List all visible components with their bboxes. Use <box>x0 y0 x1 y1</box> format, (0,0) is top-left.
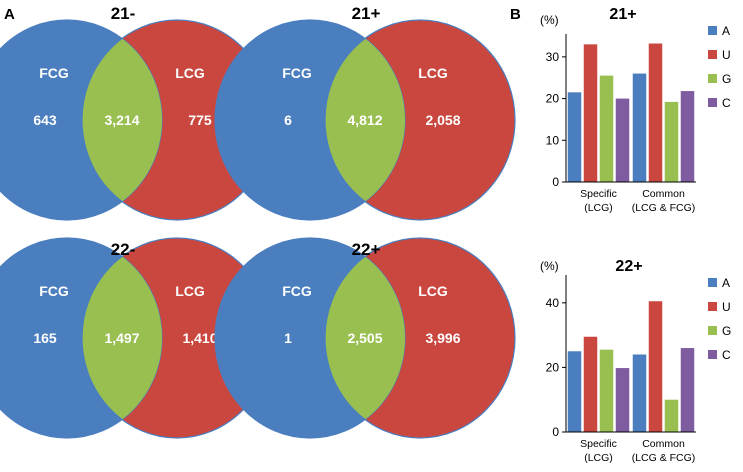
legend-label: G <box>722 72 731 86</box>
venn-title: 22+ <box>352 240 381 259</box>
lcg-label: LCG <box>175 65 205 81</box>
legend-swatch <box>708 350 717 359</box>
venn-diagram: 21+ FCG LCG 6 4,812 2,058 <box>214 4 516 221</box>
lcg-only-count: 3,996 <box>425 330 460 346</box>
lcg-label: LCG <box>418 283 448 299</box>
overlap-count: 2,505 <box>347 330 382 346</box>
overlap-region <box>81 20 162 220</box>
bar <box>599 349 614 432</box>
y-axis-label: (%) <box>540 259 559 273</box>
lcg-label: LCG <box>175 283 205 299</box>
legend-swatch <box>708 74 717 83</box>
bar <box>632 354 647 432</box>
legend-label: G <box>722 324 731 338</box>
y-tick-label: 0 <box>552 175 559 189</box>
venn-title: 21- <box>111 4 136 23</box>
bar <box>615 368 630 432</box>
panel-letter-a: A <box>4 6 15 23</box>
category-label: (LCG) <box>584 452 613 464</box>
fcg-label: FCG <box>39 65 69 81</box>
fcg-label: FCG <box>282 283 312 299</box>
fcg-only-count: 165 <box>33 330 57 346</box>
category-label: (LCG & FCG) <box>632 202 696 214</box>
bar <box>567 351 582 432</box>
y-tick-label: 0 <box>552 425 559 439</box>
legend-swatch <box>708 326 717 335</box>
legend-swatch <box>708 50 717 59</box>
overlap-count: 4,812 <box>347 112 382 128</box>
lcg-only-count: 2,058 <box>425 112 460 128</box>
venn-title: 22- <box>111 240 136 259</box>
bar-chart: 22+ (%) 0 20 40 Specific (LCG) Common (LCG & FCG… <box>540 258 731 464</box>
chart-title: 22+ <box>615 258 642 275</box>
lcg-only-count: 775 <box>188 112 212 128</box>
legend-label: A <box>722 24 730 38</box>
legend-label: U <box>722 300 731 314</box>
legend-label: C <box>722 96 731 110</box>
y-tick-label: 20 <box>546 360 560 374</box>
legend-swatch <box>708 98 717 107</box>
y-tick-label: 40 <box>546 296 560 310</box>
category-label: (LCG & FCG) <box>632 452 696 464</box>
chart-title: 21+ <box>609 6 636 23</box>
category-label: Common <box>642 438 685 450</box>
bar-charts: 21+ (%) 0 10 20 30 Specific (LCG) Common (LCG & F… <box>540 6 731 464</box>
lcg-only-count: 1,410 <box>182 330 217 346</box>
overlap-count: 1,497 <box>104 330 139 346</box>
bar <box>583 44 598 182</box>
overlap-count: 3,214 <box>104 112 139 128</box>
venn-diagram: 22+ FCG LCG 1 2,505 3,996 <box>214 237 516 439</box>
overlap-region <box>81 238 162 438</box>
category-label: (LCG) <box>584 202 613 214</box>
venn-title: 21+ <box>352 4 381 23</box>
panel-letter-b: B <box>510 6 521 23</box>
venn-diagrams: 21- FCG LCG 643 3,214 775 21+ FCG LCG 6 4,812 2,058… <box>0 4 516 439</box>
fcg-only-count: 643 <box>33 112 57 128</box>
legend-label: A <box>722 276 730 290</box>
bar <box>599 75 614 182</box>
bar <box>615 98 630 182</box>
bar <box>664 399 679 432</box>
bar <box>664 101 679 182</box>
fcg-only-count: 1 <box>284 330 292 346</box>
bar <box>648 301 663 432</box>
y-tick-label: 10 <box>546 133 560 147</box>
bar-chart: 21+ (%) 0 10 20 30 Specific (LCG) Common (LCG & F… <box>540 6 731 214</box>
legend-swatch <box>708 302 717 311</box>
bar <box>567 92 582 182</box>
fcg-label: FCG <box>282 65 312 81</box>
overlap-region <box>324 238 405 438</box>
legend-swatch <box>708 26 717 35</box>
bar <box>680 348 695 432</box>
legend-swatch <box>708 278 717 287</box>
category-label: Common <box>642 188 685 200</box>
venn-diagram: 21- FCG LCG 643 3,214 775 <box>0 4 273 221</box>
y-tick-label: 20 <box>546 92 560 106</box>
legend-label: C <box>722 348 731 362</box>
bar <box>648 43 663 182</box>
venn-diagram: 22- FCG LCG 165 1,497 1,410 <box>0 237 273 439</box>
category-label: Specific <box>580 188 617 200</box>
bar <box>680 91 695 182</box>
fcg-label: FCG <box>39 283 69 299</box>
y-axis-label: (%) <box>540 13 559 27</box>
overlap-region <box>324 20 405 220</box>
bar <box>632 73 647 182</box>
fcg-only-count: 6 <box>284 112 292 128</box>
category-label: Specific <box>580 438 617 450</box>
lcg-label: LCG <box>418 65 448 81</box>
y-tick-label: 30 <box>546 50 560 64</box>
legend-label: U <box>722 48 731 62</box>
bar <box>583 336 598 432</box>
